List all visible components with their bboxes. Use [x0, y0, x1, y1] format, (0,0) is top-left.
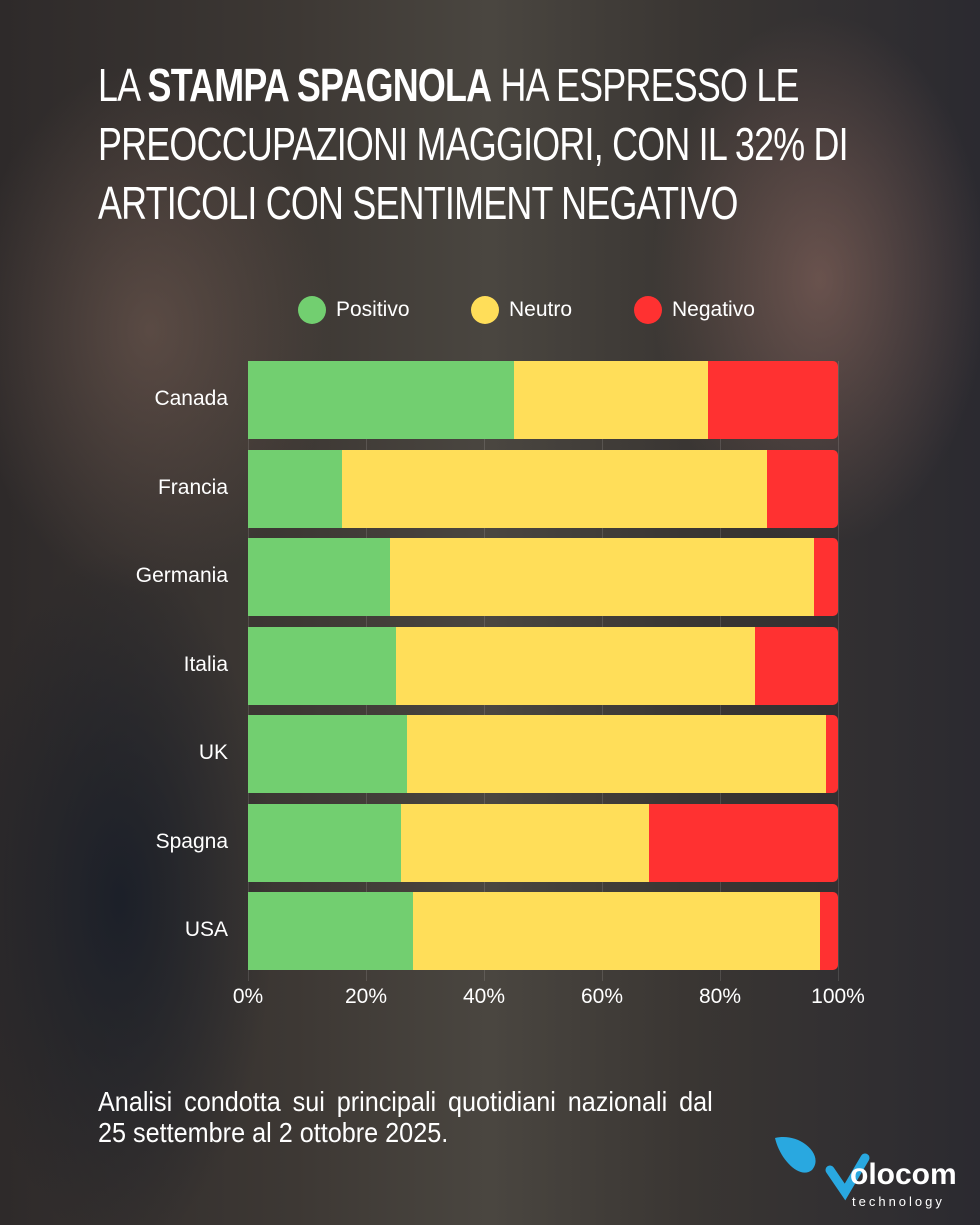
bar-segment-positivo [248, 803, 402, 882]
category-label: USA [184, 918, 228, 941]
legend-negativo: Negativo [634, 296, 755, 324]
legend-positivo: Positivo [298, 296, 410, 324]
bar-segment-neutro [407, 715, 827, 793]
legend-swatch [298, 296, 326, 324]
bar-segment-neutro [401, 803, 650, 882]
logo-subtext: technology [852, 1194, 945, 1209]
bar-segment-neutro [389, 538, 815, 616]
bar-segment-neutro [395, 626, 756, 705]
bar-segment-negativo [814, 538, 839, 616]
legend: Positivo Neutro Negativo [0, 296, 980, 326]
x-tick-label: 20% [344, 985, 388, 1008]
bar-segment-positivo [248, 626, 396, 705]
bar-segment-negativo [820, 892, 839, 970]
category-label: UK [198, 741, 228, 764]
category-label: Canada [154, 387, 228, 410]
category-label: Francia [157, 475, 228, 499]
legend-swatch [634, 296, 662, 324]
category-label: Germania [135, 564, 228, 587]
x-tick-label: 40% [462, 985, 506, 1008]
legend-label: Negativo [672, 298, 755, 321]
bar-segment-positivo [248, 538, 391, 616]
bar-segment-negativo [755, 626, 839, 705]
x-tick-label: 60% [580, 985, 624, 1008]
x-tick-label: 0% [232, 985, 264, 1008]
bar-segment-negativo [826, 715, 839, 793]
x-tick-label: 80% [698, 985, 742, 1008]
title-post: ha espresso le preoccupazioni maggiori, … [98, 59, 849, 229]
legend-label: Neutro [509, 298, 573, 321]
gridline [838, 361, 839, 981]
page-title: La Stampa spagnola ha espresso le preocc… [98, 56, 878, 233]
legend-neutro: Neutro [471, 296, 572, 324]
footnote: Analisi condotta sui principali quotidia… [98, 1086, 713, 1148]
bar-segment-negativo [767, 449, 839, 528]
bar-segment-negativo [708, 361, 839, 439]
logo: olocom technology [770, 1130, 970, 1220]
bar-segment-neutro [342, 449, 768, 528]
bar-segment-neutro [513, 361, 709, 439]
bar-segment-positivo [248, 449, 343, 528]
title-pre: La [98, 59, 148, 111]
bar-segment-positivo [248, 715, 408, 793]
bar-segment-positivo [248, 892, 414, 970]
title-bold: Stampa spagnola [147, 59, 493, 111]
legend-label: Positivo [336, 298, 410, 321]
category-label: Italia [183, 652, 228, 676]
bar-segment-negativo [649, 803, 839, 882]
legend-swatch [471, 296, 499, 324]
category-label: Spagna [155, 829, 228, 853]
bar-segment-positivo [248, 361, 514, 439]
logo-mark-icon [775, 1137, 870, 1201]
logo-text: olocom [850, 1158, 957, 1191]
x-tick-label: 100% [811, 985, 865, 1008]
bar-segment-neutro [413, 892, 821, 970]
